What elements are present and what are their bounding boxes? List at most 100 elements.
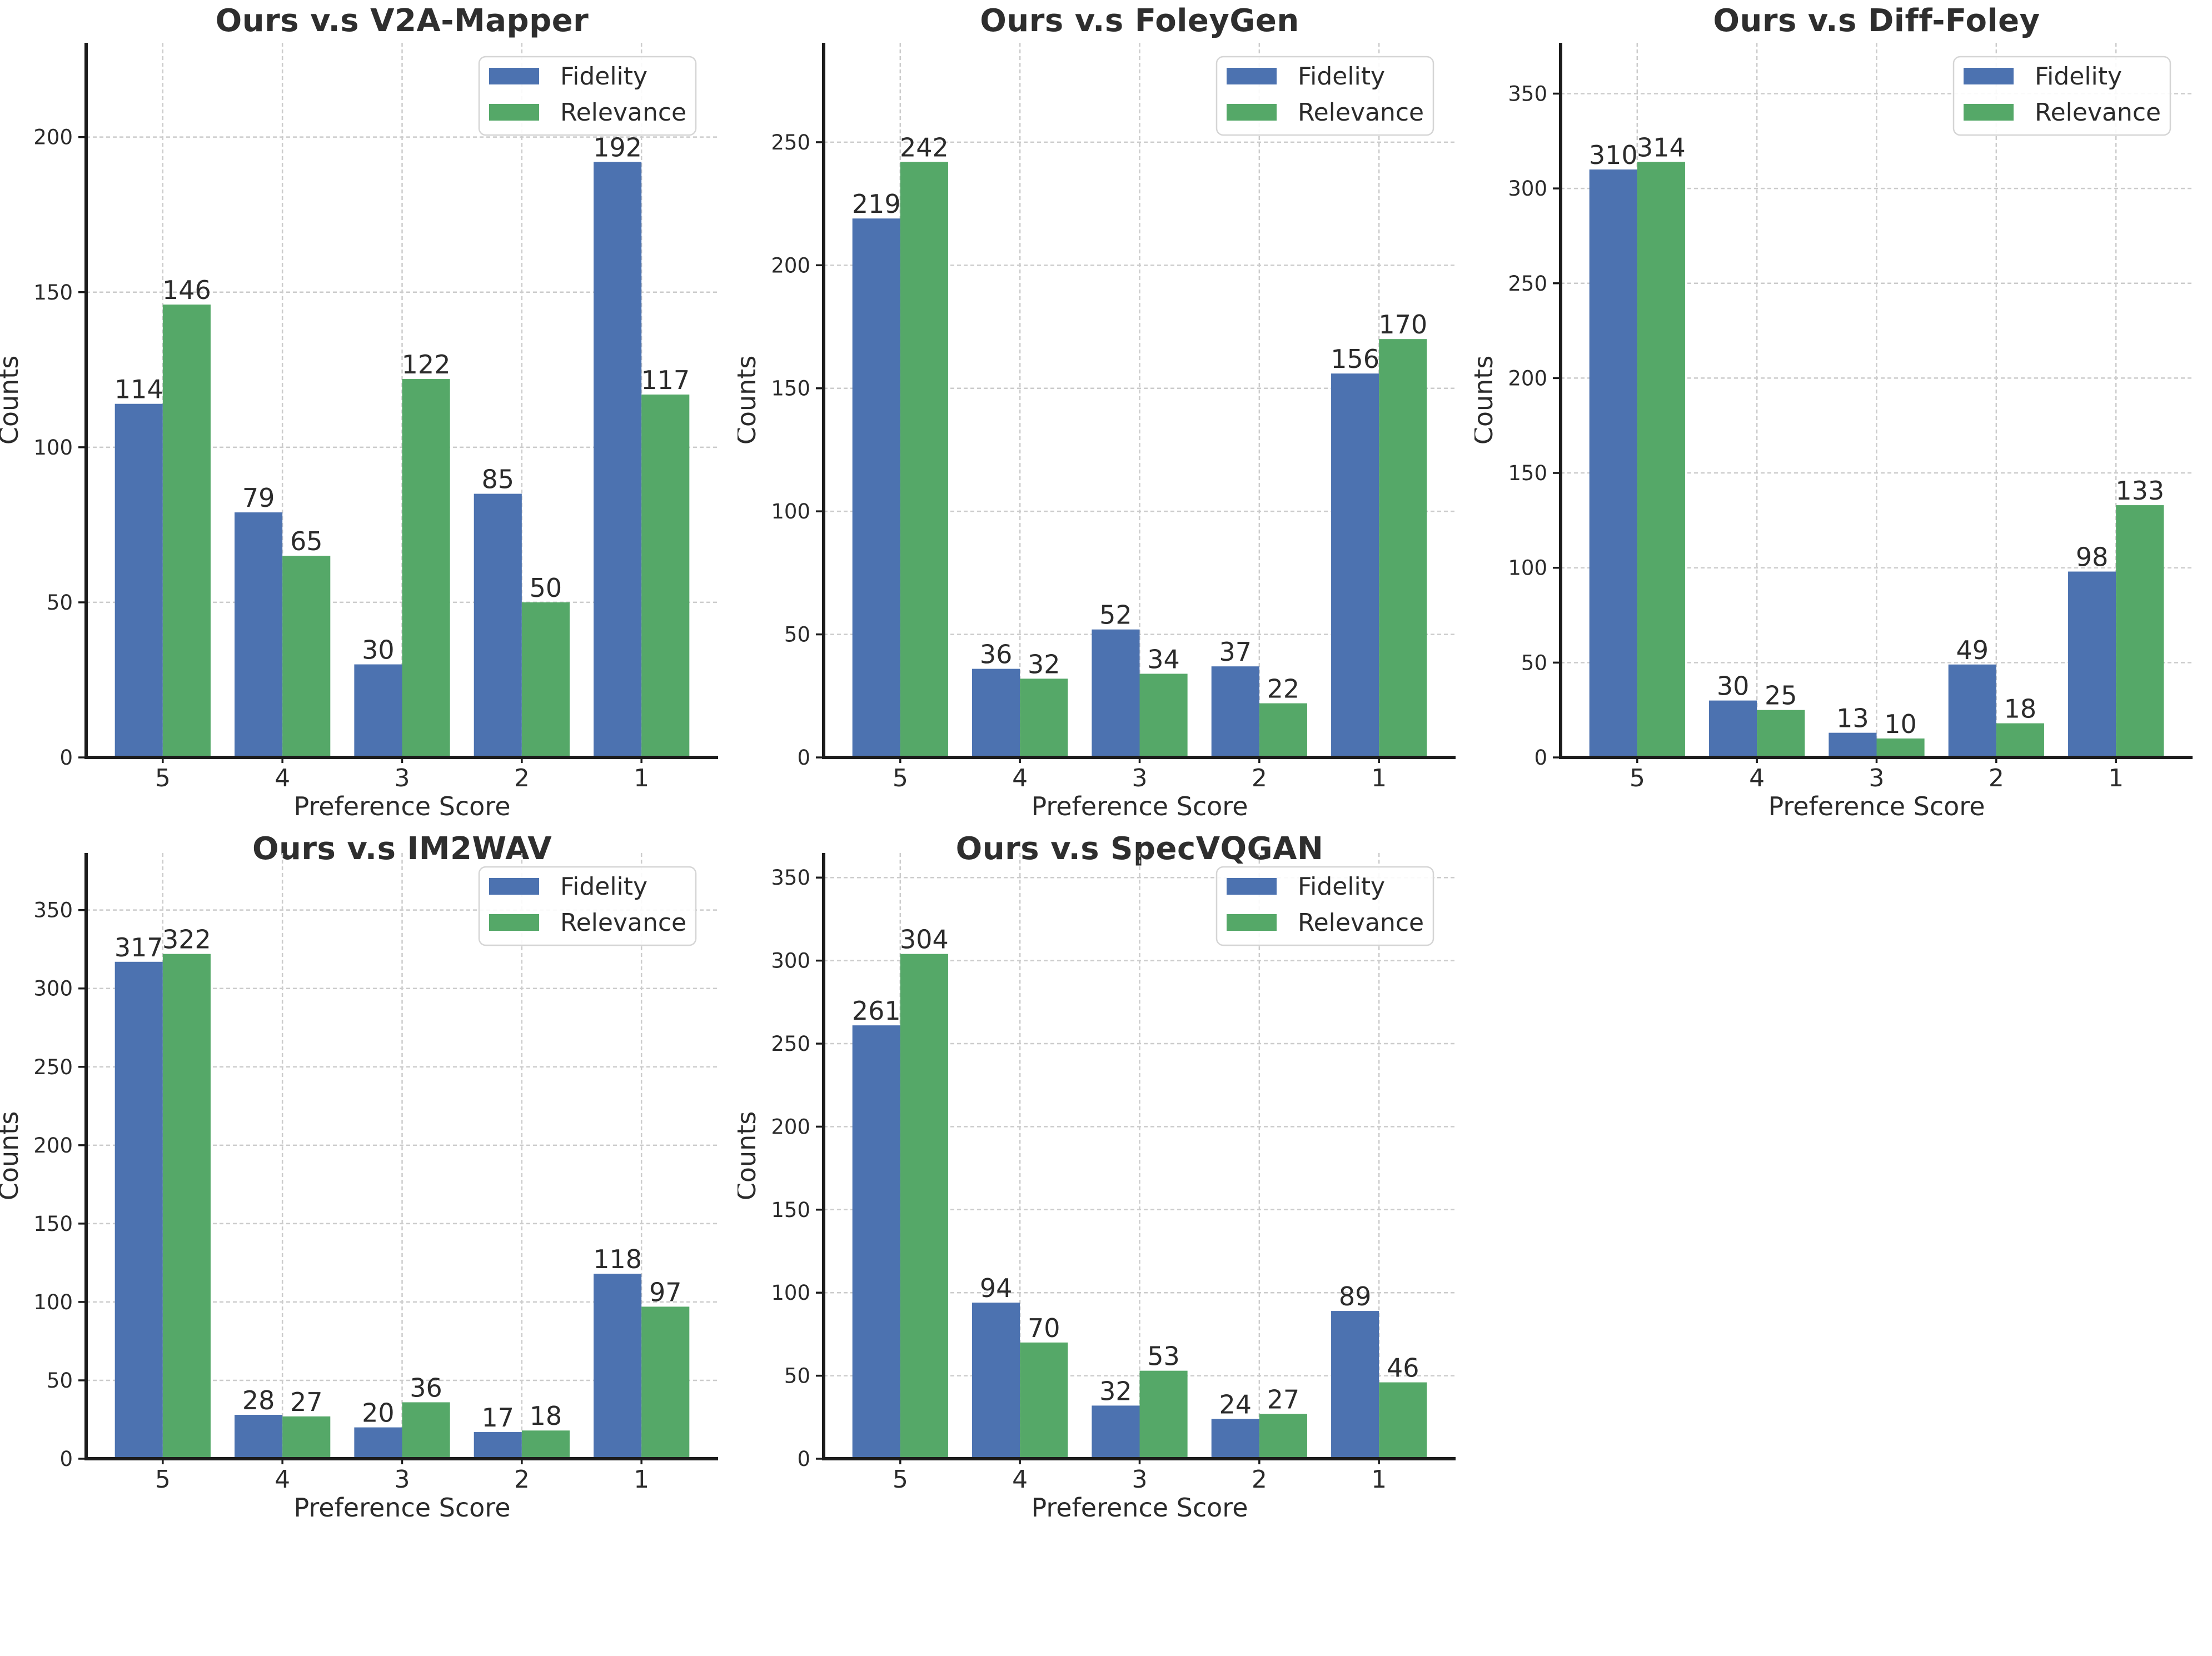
bar-value-label: 18: [2004, 694, 2037, 724]
y-tick-label: 150: [1508, 461, 1547, 485]
bar-value-label: 156: [1331, 344, 1379, 374]
x-tick-label: 4: [275, 764, 290, 792]
bar-fidelity-score-3: [1092, 629, 1140, 757]
bar-fidelity-score-4: [1709, 700, 1757, 757]
x-tick-label: 3: [1132, 764, 1148, 792]
y-tick-label: 100: [1508, 556, 1547, 580]
x-tick-label: 5: [155, 1465, 171, 1494]
legend-swatch-relevance: [489, 914, 539, 931]
bar-value-label: 304: [900, 925, 949, 955]
bar-value-label: 49: [1956, 635, 1989, 665]
bar-fidelity-score-4: [235, 1415, 283, 1459]
x-axis-label: Preference Score: [293, 791, 510, 821]
bar-value-label: 314: [1637, 132, 1686, 162]
bar-value-label: 117: [641, 365, 690, 395]
bar-relevance-score-3: [1139, 674, 1188, 757]
legend-label-relevance: Relevance: [1298, 909, 1424, 937]
bar-value-label: 27: [1267, 1384, 1300, 1414]
plot-area-ours-vs-im2wav: 317 28 20 17 118 322 27 36 18 97 0 50 100 150 200 250 30…: [0, 853, 718, 1523]
y-tick-label: 200: [771, 253, 810, 277]
x-tick-label: 1: [634, 1465, 649, 1494]
bar-relevance-score-5: [162, 954, 211, 1459]
bar-fidelity-score-2: [1211, 666, 1259, 757]
x-tick-label: 5: [893, 1465, 908, 1494]
bar-value-label: 50: [530, 573, 562, 603]
bar-fidelity-score-4: [972, 669, 1020, 757]
bar-value-label: 170: [1378, 310, 1427, 340]
legend: Fidelity Relevance: [1215, 56, 1434, 136]
bar-relevance-score-4: [1020, 679, 1068, 757]
y-tick-label: 0: [59, 1447, 73, 1471]
bar-value-label: 30: [362, 635, 395, 665]
y-tick-label: 250: [33, 1055, 73, 1079]
y-tick-label: 100: [33, 436, 73, 460]
y-tick-label: 0: [1534, 746, 1547, 770]
y-tick-label: 0: [59, 746, 73, 770]
plot-area-ours-vs-v2a-mapper: 114 79 30 85 192 146 65 122 50 117 0 50 100 150 200 5 4 3…: [0, 43, 718, 821]
bar-relevance-score-5: [1637, 162, 1685, 757]
y-axis-label: Counts: [0, 356, 24, 445]
legend-swatch-relevance: [1227, 104, 1277, 121]
bar-value-label: 27: [290, 1387, 323, 1417]
y-tick-label: 150: [33, 281, 73, 305]
x-tick-label: 4: [275, 1465, 290, 1494]
bar-relevance-score-3: [1876, 738, 1925, 757]
plot-area-ours-vs-diff-foley: 3103013499831425101813305010015020025030…: [1474, 43, 2193, 821]
bar-value-label: 133: [2115, 476, 2164, 506]
legend-swatch-fidelity: [489, 878, 539, 895]
bar-value-label: 13: [1836, 704, 1869, 734]
y-tick-label: 350: [33, 899, 73, 922]
bar-fidelity-score-1: [594, 1274, 642, 1459]
x-tick-label: 2: [514, 764, 530, 792]
bar-relevance-score-2: [1996, 723, 2044, 757]
bar-value-label: 89: [1339, 1281, 1372, 1311]
x-tick-label: 5: [1630, 764, 1645, 792]
legend: Fidelity Relevance: [1952, 56, 2171, 136]
y-axis-label: Counts: [738, 356, 761, 445]
bar-relevance-score-4: [282, 556, 331, 757]
bar-value-label: 37: [1219, 637, 1252, 667]
y-tick-label: 150: [771, 377, 810, 401]
bar-fidelity-score-3: [1092, 1405, 1140, 1459]
y-tick-label: 200: [771, 1115, 810, 1139]
bar-relevance-score-2: [521, 602, 570, 757]
bar-value-label: 322: [162, 925, 211, 955]
bar-value-label: 28: [242, 1385, 275, 1415]
subplot-ours-vs-v2a-mapper: Ours v.s V2A-Mapper 114 79 30 85 192 146 65 122…: [0, 0, 738, 828]
legend-swatch-relevance: [1227, 914, 1277, 931]
legend-label-relevance: Relevance: [560, 98, 686, 127]
legend-label-fidelity: Fidelity: [1298, 62, 1385, 91]
bar-fidelity-score-2: [474, 493, 522, 757]
bar-value-label: 192: [593, 132, 642, 162]
bar-value-label: 46: [1387, 1353, 1419, 1383]
x-tick-label: 5: [893, 764, 908, 792]
x-tick-label: 2: [514, 1465, 530, 1494]
bar-value-label: 146: [162, 275, 211, 305]
legend-label-relevance: Relevance: [560, 909, 686, 937]
bar-value-label: 317: [114, 932, 163, 962]
subplot-ours-vs-foleygen: Ours v.s FoleyGen 219 36 52 37 156 242 32 34 22 1…: [738, 0, 1475, 828]
x-tick-label: 3: [395, 1465, 410, 1494]
bar-relevance-score-3: [402, 1402, 450, 1459]
y-tick-label: 50: [784, 1364, 810, 1388]
legend-label-fidelity: Fidelity: [1298, 872, 1385, 901]
y-axis-label: Counts: [738, 1111, 761, 1201]
x-axis-label: Preference Score: [1031, 791, 1248, 821]
y-tick-label: 100: [771, 500, 810, 523]
bar-fidelity-score-5: [852, 1025, 900, 1459]
bar-relevance-score-5: [900, 954, 948, 1459]
y-tick-label: 350: [771, 866, 810, 890]
bar-fidelity-score-5: [1589, 169, 1637, 758]
bar-value-label: 25: [1765, 681, 1797, 711]
bar-fidelity-score-5: [852, 218, 900, 758]
y-tick-label: 150: [33, 1212, 73, 1236]
y-axis-label: Counts: [0, 1111, 24, 1201]
bar-value-label: 261: [852, 996, 901, 1026]
x-tick-label: 3: [1869, 764, 1885, 792]
bar-value-label: 36: [410, 1373, 442, 1403]
bar-fidelity-score-5: [114, 403, 163, 757]
bar-value-label: 53: [1147, 1341, 1180, 1371]
x-tick-label: 3: [395, 764, 410, 792]
